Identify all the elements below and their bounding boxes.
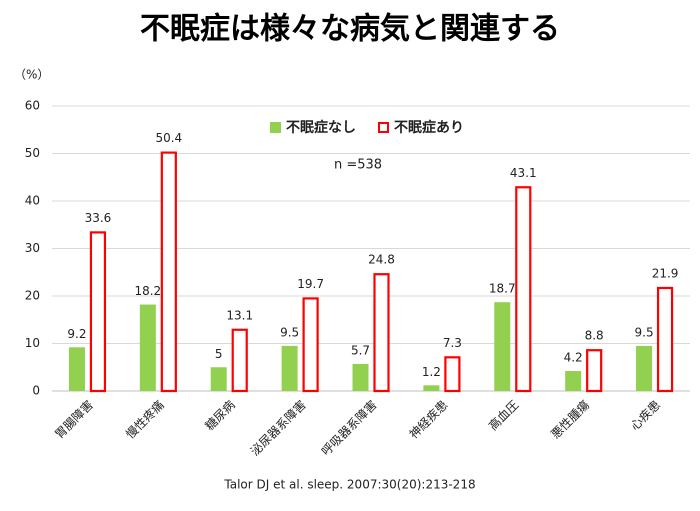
x-tick-label: 高血圧 bbox=[485, 397, 521, 433]
data-label: 18.2 bbox=[134, 284, 161, 298]
bar bbox=[565, 371, 582, 391]
bar bbox=[515, 186, 532, 393]
bar bbox=[373, 273, 390, 393]
data-label: 5 bbox=[215, 347, 223, 361]
y-tick-label: 20 bbox=[25, 289, 40, 303]
data-label: 21.9 bbox=[652, 266, 679, 280]
data-label: 9.5 bbox=[280, 325, 299, 339]
x-tick-label: 泌尿器系障害 bbox=[247, 397, 309, 459]
annotation: n =538 bbox=[334, 158, 382, 173]
legend-swatch bbox=[270, 122, 281, 133]
y-tick-label: 40 bbox=[25, 194, 40, 208]
chart-title: 不眠症は様々な病気と関連する bbox=[140, 12, 560, 47]
data-label: 19.7 bbox=[297, 277, 324, 291]
data-label: 50.4 bbox=[155, 131, 182, 145]
data-label: 18.7 bbox=[489, 282, 516, 296]
bar bbox=[636, 345, 653, 391]
bar bbox=[139, 304, 156, 391]
data-label: 9.5 bbox=[635, 325, 654, 339]
y-tick-label: 50 bbox=[25, 146, 40, 160]
x-tick-label: 神経疾患 bbox=[406, 397, 451, 442]
data-label: 7.3 bbox=[443, 336, 462, 350]
data-label: 33.6 bbox=[85, 211, 112, 225]
x-tick-label: 糖尿病 bbox=[202, 397, 238, 433]
bar bbox=[68, 347, 85, 391]
bar bbox=[89, 231, 107, 393]
bar bbox=[586, 349, 603, 393]
bar bbox=[160, 151, 177, 393]
data-label: 24.8 bbox=[368, 253, 395, 267]
bar bbox=[302, 297, 319, 393]
source: Talor DJ et al. sleep. 2007:30(20):213-2… bbox=[223, 478, 475, 492]
data-label: 13.1 bbox=[226, 308, 253, 322]
data-label: 4.2 bbox=[564, 351, 583, 365]
bar bbox=[231, 328, 248, 393]
bar bbox=[494, 302, 511, 391]
data-label: 8.8 bbox=[585, 329, 604, 343]
bar bbox=[423, 385, 440, 391]
legend-label: 不眠症なし bbox=[286, 119, 356, 136]
legend-label: 不眠症あり bbox=[394, 119, 464, 136]
x-tick-label: 慢性疼痛 bbox=[122, 397, 167, 442]
data-label: 43.1 bbox=[510, 166, 537, 180]
x-tick-label: 呼吸器系障害 bbox=[318, 397, 380, 459]
x-tick-label: 悪性腫瘍 bbox=[548, 397, 593, 442]
y-tick-label: 30 bbox=[25, 241, 40, 255]
x-tick-label: 胃腸障害 bbox=[51, 397, 96, 442]
bar bbox=[210, 367, 227, 391]
data-label: 9.2 bbox=[67, 327, 86, 341]
legend-swatch bbox=[378, 122, 389, 133]
bar bbox=[656, 286, 674, 393]
bar bbox=[352, 363, 369, 391]
data-label: 5.7 bbox=[351, 343, 370, 357]
y-tick-label: 0 bbox=[32, 384, 40, 398]
data-label: 1.2 bbox=[422, 365, 441, 379]
y-unit: （%） bbox=[14, 68, 49, 82]
bar bbox=[281, 345, 298, 391]
y-tick-label: 10 bbox=[25, 336, 40, 350]
x-tick-label: 心疾患 bbox=[627, 397, 663, 433]
y-tick-label: 60 bbox=[25, 99, 40, 113]
bar bbox=[444, 356, 461, 393]
